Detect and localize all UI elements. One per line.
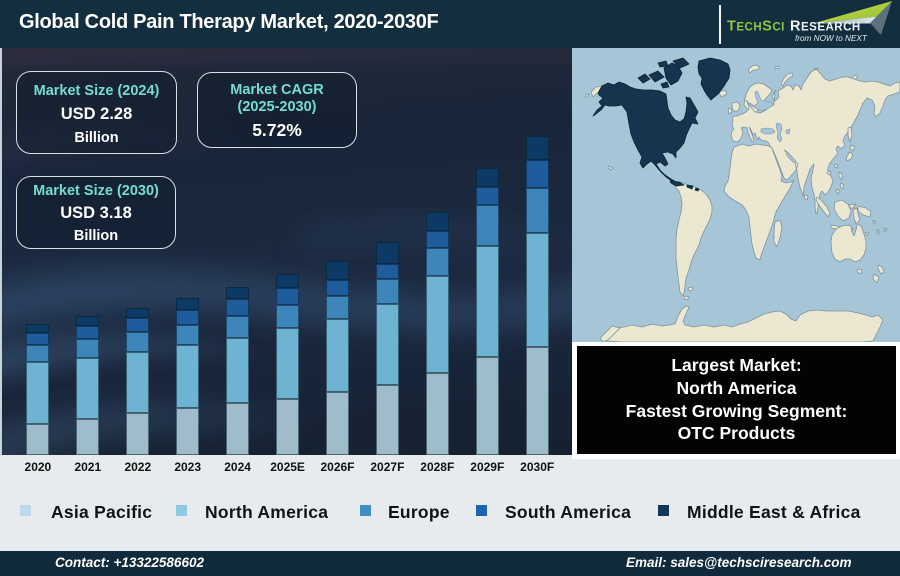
svg-text:from NOW to NEXT: from NOW to NEXT [795, 34, 868, 43]
svg-text:TECHSCI: TECHSCI [727, 19, 785, 35]
svg-text:RESEARCH: RESEARCH [790, 19, 861, 35]
